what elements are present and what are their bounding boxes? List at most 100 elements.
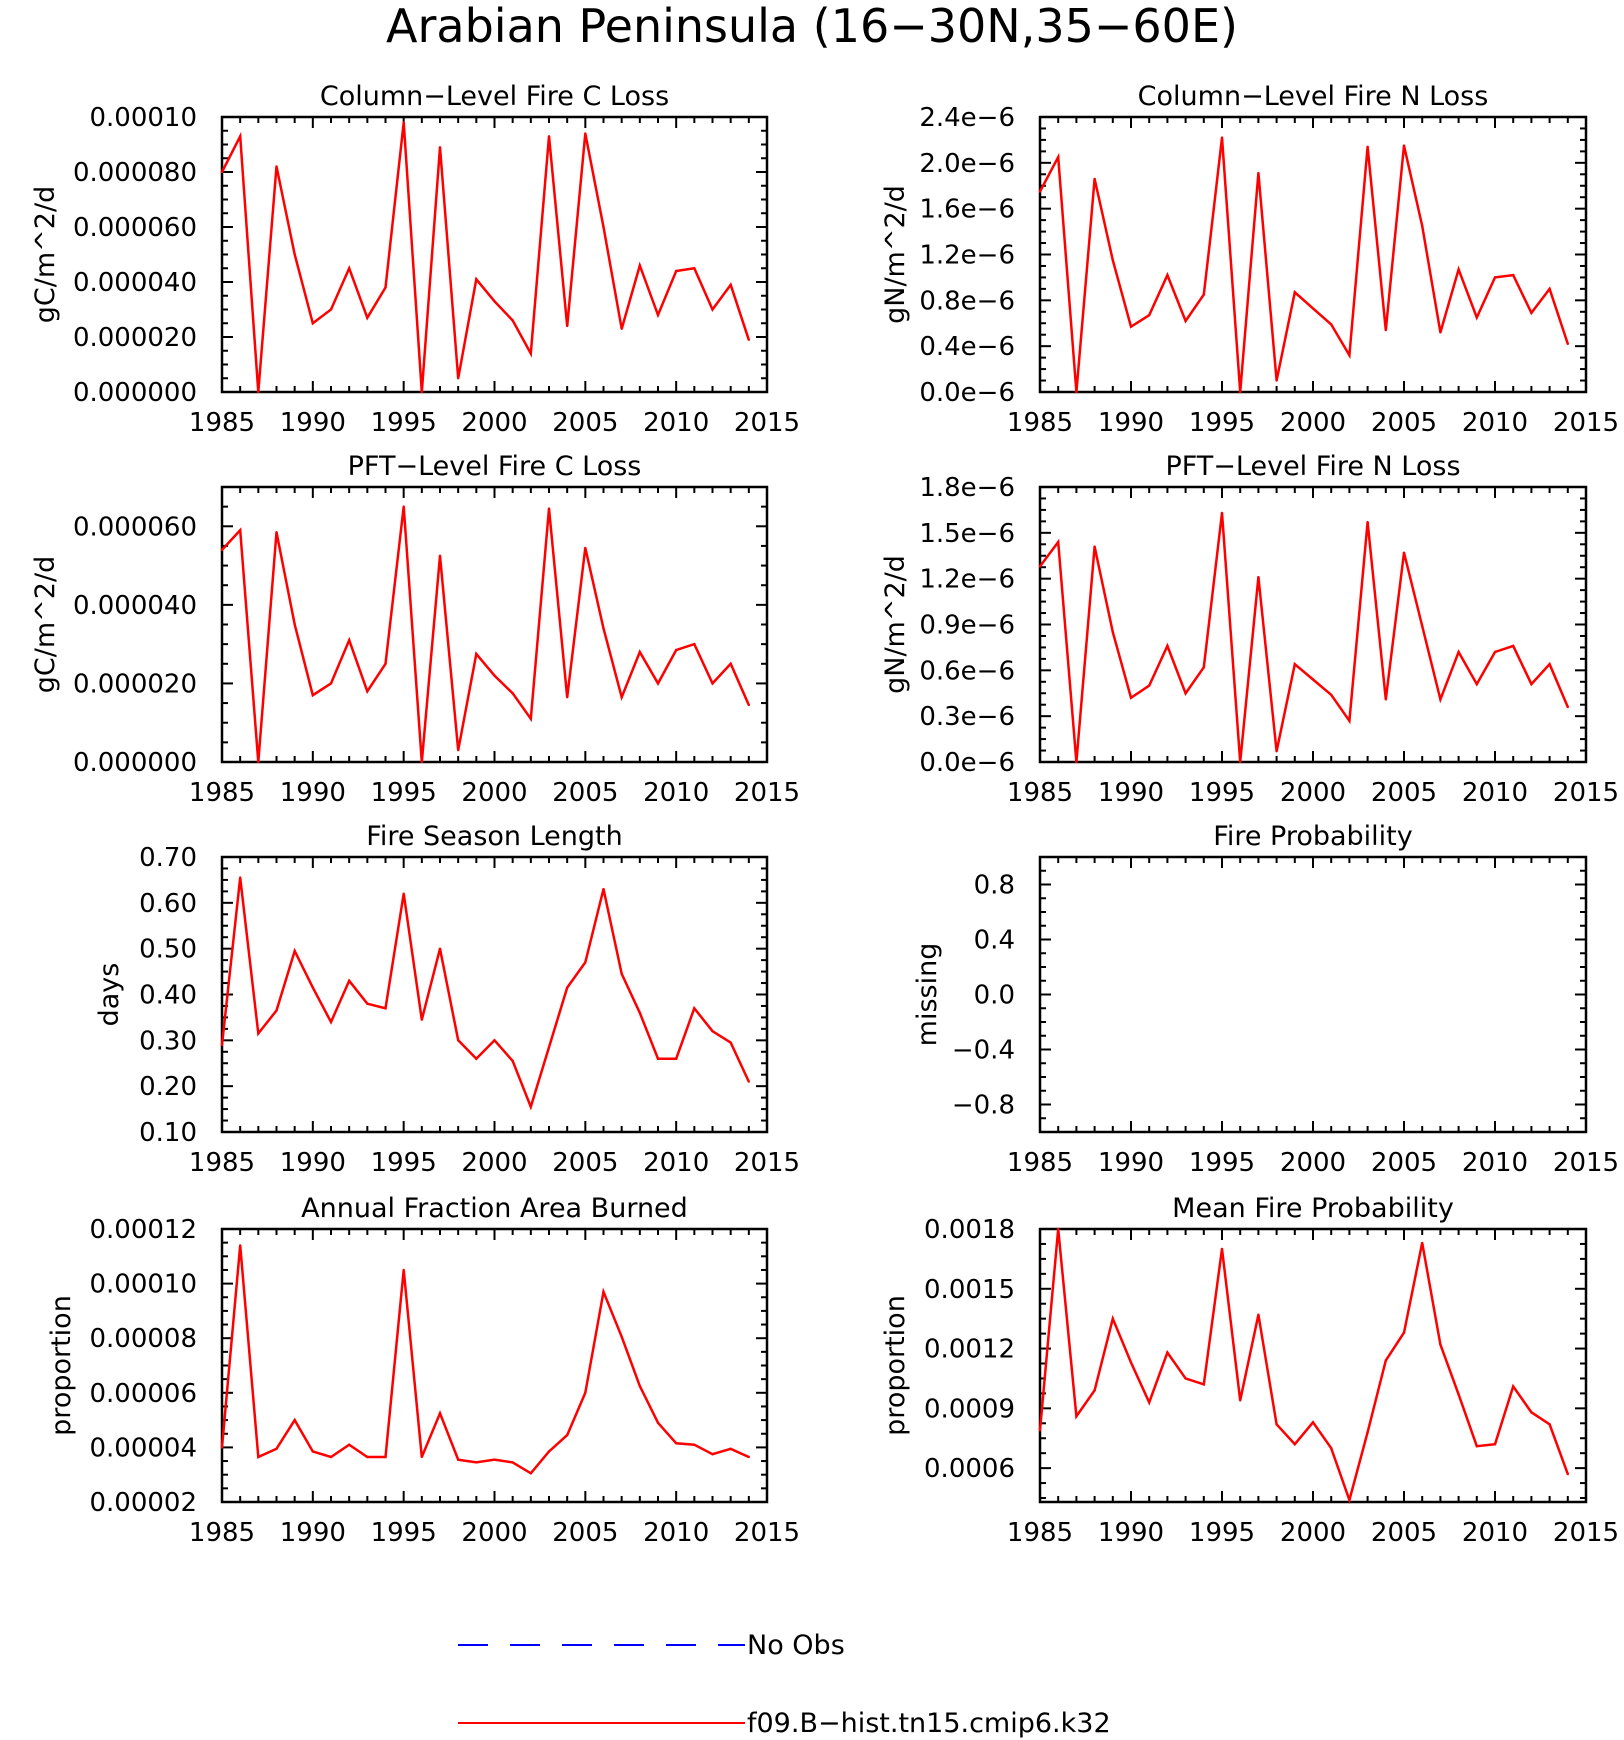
legend: No Obs f09.B−hist.tn15.cmip6.k32 <box>458 1630 1111 1739</box>
data-point <box>1457 1393 1460 1396</box>
panel-fire-season-length: Fire Season Length days 1985 1990 1995 2000… <box>94 821 800 1178</box>
data-point <box>1330 323 1333 326</box>
data-point <box>1239 760 1242 764</box>
y-tick-label: 0.0006 <box>924 1454 1015 1484</box>
y-tick-label: 0.000020 <box>73 323 197 353</box>
data-point <box>1548 663 1551 666</box>
data-point <box>275 165 278 168</box>
data-point <box>729 1447 732 1451</box>
y-tick-label: 0.00010 <box>89 103 197 133</box>
data-point <box>1475 682 1479 686</box>
data-point <box>438 1412 442 1415</box>
data-point <box>675 1057 678 1060</box>
panel-title: Column−Level Fire N Loss <box>1138 81 1489 112</box>
data-point <box>675 269 678 273</box>
series-line-0 <box>221 506 750 763</box>
data-point <box>1421 1241 1424 1245</box>
data-point <box>1093 545 1096 548</box>
data-point <box>656 1057 660 1060</box>
series-line-0 <box>220 1245 750 1475</box>
x-tick-label: 1985 <box>189 1518 255 1548</box>
data-point <box>1457 650 1460 654</box>
x-tick-label: 1995 <box>1189 1518 1255 1548</box>
data-point <box>1038 1429 1042 1432</box>
x-tick-label: 1990 <box>1098 408 1164 438</box>
data-point <box>493 300 496 303</box>
x-tick-label: 1985 <box>189 1148 255 1178</box>
x-tick-label: 2015 <box>734 1518 800 1548</box>
data-point <box>1421 224 1424 228</box>
data-point <box>693 642 696 646</box>
x-tick-label: 2000 <box>1280 408 1346 438</box>
y-tick-label: 0.9e−6 <box>919 611 1015 641</box>
data-point <box>402 121 405 124</box>
data-point <box>1257 171 1260 175</box>
data-point <box>493 674 496 677</box>
y-tick-label: 1.8e−6 <box>919 473 1015 503</box>
x-tick-label: 1995 <box>371 1518 437 1548</box>
data-point <box>1402 1331 1406 1334</box>
data-point <box>420 1018 423 1021</box>
x-tick-label: 2010 <box>1462 1148 1528 1178</box>
y-tick-label: 0.000060 <box>73 213 197 243</box>
data-point <box>1129 696 1133 699</box>
data-point <box>1038 190 1042 193</box>
data-point <box>1384 698 1388 701</box>
data-point <box>457 377 460 380</box>
legend-label-model: f09.B−hist.tn15.cmip6.k32 <box>747 1708 1111 1739</box>
data-point <box>602 225 605 229</box>
data-point <box>239 1244 242 1247</box>
data-point <box>1566 1472 1570 1476</box>
data-point <box>220 1446 224 1449</box>
data-point <box>1330 693 1333 696</box>
data-point <box>1202 1383 1206 1386</box>
data-point <box>420 390 423 394</box>
plot-frame <box>1038 485 1588 764</box>
data-point <box>402 1268 405 1272</box>
data-point <box>1512 273 1515 277</box>
data-point <box>656 1421 660 1425</box>
y-tick-label: 0.000000 <box>73 748 197 778</box>
y-tick-label: 2.4e−6 <box>919 103 1015 133</box>
data-point <box>1111 630 1115 634</box>
data-point <box>747 703 750 707</box>
data-point <box>638 1011 641 1014</box>
data-point <box>1166 273 1169 277</box>
data-point <box>602 1290 605 1294</box>
data-point <box>620 327 623 330</box>
y-tick-label: 0.0 <box>974 981 1015 1011</box>
y-tick-label: 0.000020 <box>73 669 197 699</box>
data-point <box>620 696 623 699</box>
data-point <box>511 692 514 695</box>
y-tick-label: 0.40 <box>139 981 197 1011</box>
data-point <box>1129 325 1133 328</box>
data-point <box>1566 705 1570 709</box>
data-point <box>675 648 678 652</box>
y-tick-label: 0.8e−6 <box>919 286 1015 316</box>
series-line-0 <box>220 877 750 1111</box>
x-tick-label: 1995 <box>1189 778 1255 808</box>
x-tick-label: 1995 <box>371 778 437 808</box>
data-point <box>475 1057 478 1060</box>
panel-mean-fire-probability: Mean Fire Probability proportion 1985 199… <box>880 1193 1619 1548</box>
y-tick-label: 0.6e−6 <box>919 656 1015 686</box>
y-tick-label: 0.000040 <box>73 591 197 621</box>
x-tick-label: 1990 <box>280 778 346 808</box>
data-point <box>1402 144 1406 147</box>
x-tick-label: 1985 <box>1007 778 1073 808</box>
y-tick-label: 1.2e−6 <box>919 565 1015 595</box>
x-tick-label: 2005 <box>1371 1518 1437 1548</box>
data-point <box>1384 328 1388 332</box>
data-point <box>1366 1431 1369 1434</box>
data-point <box>420 760 423 764</box>
data-point <box>438 554 442 557</box>
data-point <box>1493 650 1497 654</box>
data-point <box>638 264 641 267</box>
panel-title: Column−Level Fire C Loss <box>320 81 669 112</box>
data-point <box>675 1442 678 1445</box>
data-point <box>584 132 587 135</box>
data-point <box>511 319 514 322</box>
data-point <box>348 979 351 982</box>
data-point <box>220 170 224 174</box>
data-point <box>656 313 660 317</box>
